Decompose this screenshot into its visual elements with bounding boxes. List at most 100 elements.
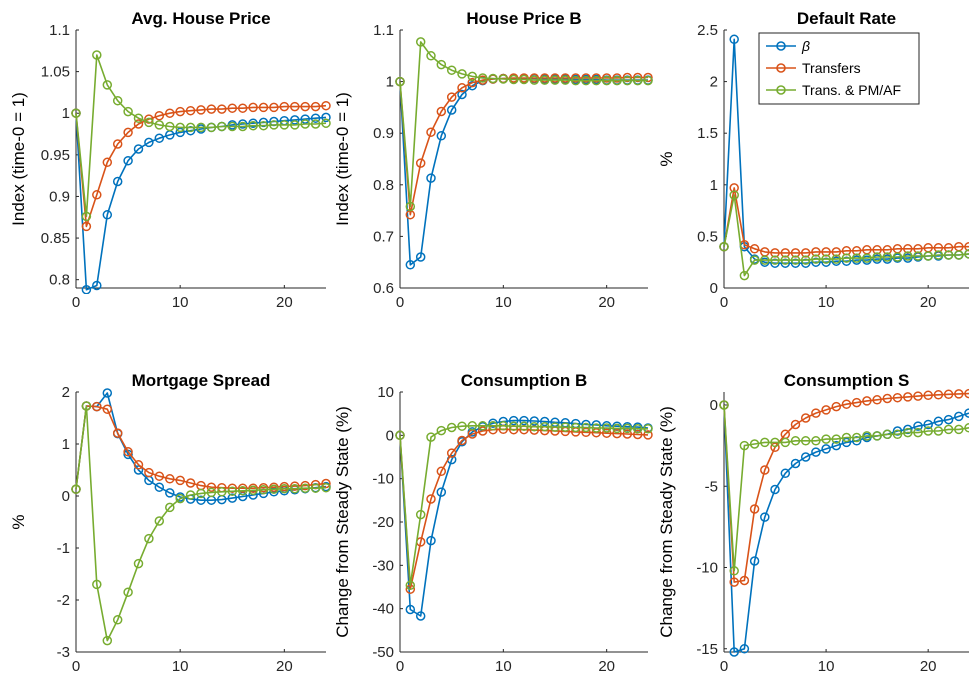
data-point-transfers [206, 104, 217, 114]
data-point-trans-pm-af [529, 75, 540, 85]
data-point-transfers [279, 101, 290, 112]
y-tick-label: 2 [710, 74, 718, 91]
data-point-beta [310, 113, 321, 123]
data-point-trans-pm-af [831, 254, 842, 264]
data-point-transfers [290, 481, 300, 491]
data-point-trans-pm-af [719, 241, 729, 252]
series-line-beta [723, 404, 969, 653]
x-tick-label: 10 [818, 294, 835, 311]
chart-title: House Price B [466, 9, 581, 28]
data-point-beta [436, 487, 447, 497]
x-tick-label: 0 [720, 294, 728, 311]
data-point-beta [790, 258, 801, 268]
data-point-beta [831, 440, 842, 451]
legend-item-transfers: Transfers [766, 60, 861, 76]
y-tick-label: 1.1 [49, 22, 70, 39]
data-point-beta [467, 80, 478, 91]
data-point-trans-pm-af [954, 424, 964, 435]
data-point-trans-pm-af [913, 251, 923, 261]
data-point-trans-pm-af [851, 253, 862, 263]
data-point-transfers [227, 483, 238, 493]
data-point-trans-pm-af [760, 255, 770, 265]
data-point-beta [770, 258, 780, 268]
data-point-beta [175, 127, 185, 138]
data-point-transfers [196, 105, 206, 115]
data-point-beta [811, 447, 821, 457]
data-point-beta [321, 112, 331, 123]
data-point-trans-pm-af [290, 483, 300, 494]
series-line-transfers [723, 187, 969, 254]
data-point-transfers [811, 247, 821, 257]
data-point-transfers [780, 248, 791, 258]
data-point-transfers [622, 429, 633, 439]
data-point-transfers [800, 248, 811, 258]
data-point-transfers [92, 401, 102, 412]
data-point-transfers [248, 102, 258, 113]
y-tick-label: 1 [62, 436, 70, 453]
data-point-transfers [770, 442, 780, 453]
data-point-transfers [872, 245, 882, 255]
data-point-trans-pm-af [415, 509, 426, 520]
series-line-trans-pm-af [399, 41, 648, 208]
data-point-beta [964, 408, 969, 418]
data-point-trans-pm-af [467, 71, 478, 82]
data-point-trans-pm-af [467, 421, 478, 431]
data-point-beta [81, 284, 92, 294]
x-tick-label: 0 [72, 658, 80, 675]
data-point-transfers [749, 504, 760, 514]
y-axis-label: Index (time-0 = 1) [9, 92, 28, 226]
data-point-beta [102, 388, 113, 398]
plot-area [719, 388, 969, 657]
data-point-trans-pm-af [415, 37, 426, 47]
data-point-trans-pm-af [519, 421, 529, 431]
x-tick-label: 20 [276, 658, 293, 675]
data-point-transfers [601, 428, 612, 438]
data-point-transfers [165, 108, 175, 118]
data-point-transfers [436, 106, 447, 117]
legend: β Transfers Trans. & PM/AF [758, 32, 920, 105]
legend-label-trans-pm-af: Trans. & PM/AF [802, 82, 901, 98]
data-point-trans-pm-af [81, 211, 92, 222]
data-point-beta [426, 173, 436, 183]
data-point-transfers [123, 447, 133, 457]
data-point-trans-pm-af [300, 483, 310, 493]
data-point-transfers [102, 404, 113, 414]
data-point-trans-pm-af [175, 493, 185, 504]
data-point-trans-pm-af [943, 250, 954, 260]
y-tick-label: 0.9 [49, 188, 70, 205]
legend-label-beta: β [801, 38, 810, 54]
data-point-transfers [102, 157, 113, 168]
data-point-transfers [175, 106, 185, 117]
data-point-transfers [426, 127, 436, 137]
data-point-transfers [112, 428, 123, 438]
data-point-trans-pm-af [591, 75, 602, 86]
data-point-transfers [821, 247, 831, 257]
data-point-beta [923, 419, 933, 430]
y-tick-label: -5 [705, 478, 718, 495]
data-point-beta [457, 89, 467, 100]
data-point-transfers [943, 243, 954, 253]
panel-default-rate: Default Rate% 0 0.5 1 1.5 2 2.5 0 10 20 [657, 9, 969, 311]
data-point-transfers [739, 575, 750, 586]
data-point-trans-pm-af [144, 533, 154, 544]
data-point-trans-pm-af [133, 558, 144, 569]
data-point-trans-pm-af [154, 516, 165, 526]
x-tick-label: 10 [818, 658, 835, 675]
data-point-transfers [821, 405, 831, 415]
data-point-beta [841, 437, 852, 448]
data-point-beta [415, 611, 426, 621]
data-point-beta [729, 34, 739, 45]
data-point-transfers [943, 389, 954, 400]
data-point-transfers [321, 478, 331, 489]
y-tick-label: 1.1 [373, 22, 394, 39]
data-point-beta [102, 210, 113, 220]
data-point-trans-pm-af [144, 117, 154, 128]
data-point-trans-pm-af [436, 425, 447, 436]
data-point-transfers [923, 390, 933, 401]
data-point-beta [144, 137, 154, 148]
data-point-beta [112, 176, 123, 187]
data-point-trans-pm-af [903, 427, 913, 438]
data-point-trans-pm-af [964, 249, 969, 259]
